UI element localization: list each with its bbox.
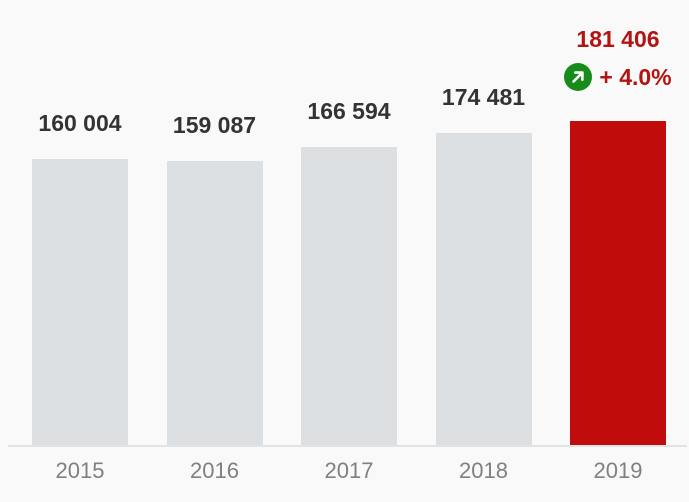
x-axis-line xyxy=(8,445,687,447)
value-label-2016: 159 087 xyxy=(172,112,257,138)
x-axis-label-2015: 2015 xyxy=(55,458,105,483)
bar-2017 xyxy=(301,147,397,445)
value-label-2019: 181 406 xyxy=(576,26,660,52)
growth-percent-label: + 4.0% xyxy=(599,63,672,90)
x-axis-label-2017: 2017 xyxy=(324,458,374,483)
bar-2016 xyxy=(166,161,263,445)
x-axis-label-2016: 2016 xyxy=(190,458,239,483)
value-label-2015: 160 004 xyxy=(38,110,122,136)
value-label-2018: 174 481 xyxy=(441,84,526,110)
growth-indicator: + 4.0% xyxy=(538,62,689,92)
bar-2015 xyxy=(32,159,128,445)
x-axis-label-2019: 2019 xyxy=(593,458,643,483)
bar-2018 xyxy=(435,133,532,445)
bar-2019 xyxy=(570,121,666,445)
value-label-2017: 166 594 xyxy=(307,98,391,124)
arrow-up-right-icon xyxy=(564,63,593,91)
x-axis-label-2018: 2018 xyxy=(459,458,508,483)
